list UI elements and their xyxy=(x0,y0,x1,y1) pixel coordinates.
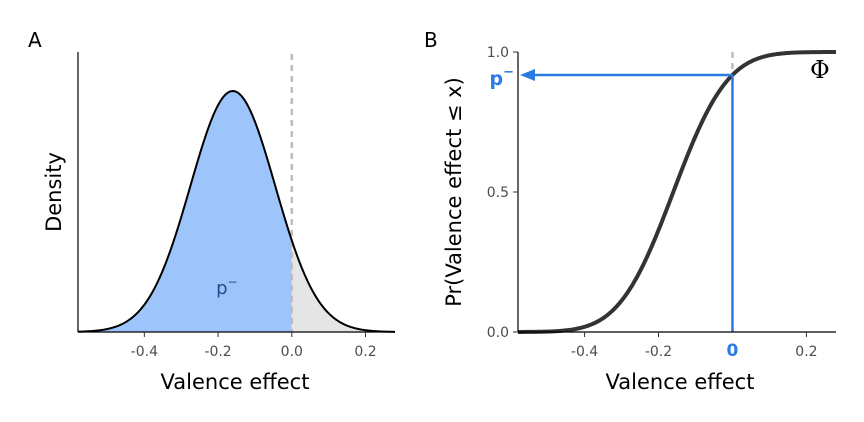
p-minus-region-label: p− xyxy=(216,275,238,299)
p-label-text: p xyxy=(216,278,227,299)
phi-curve-label: Φ xyxy=(810,56,830,84)
x-tick-label: 0.2 xyxy=(795,344,817,360)
cdf-curve xyxy=(518,50,836,334)
y-tick-label: 0.5 xyxy=(487,185,509,201)
highlight-x-label: 0 xyxy=(727,341,739,361)
x-tick-label: 0.0 xyxy=(281,344,303,360)
x-tick-label: -0.4 xyxy=(131,344,158,360)
p-label-superscript: − xyxy=(503,65,514,80)
x-tick-label: -0.2 xyxy=(645,344,672,360)
x-axis-title: Valence effect xyxy=(606,370,755,394)
y-axis-ticks: 0.0 0.5 1.0 xyxy=(487,45,518,341)
density-curve xyxy=(77,89,396,333)
density-area-below-zero xyxy=(78,91,292,332)
y-tick-label: 0.0 xyxy=(487,325,509,341)
x-tick-label: -0.4 xyxy=(571,344,598,360)
x-tick-label: 0.2 xyxy=(354,344,376,360)
panel-b: B -0.4 -0.2 0.2 0.0 0.5 1.0 0 p− Φ Valence e… xyxy=(424,28,836,394)
y-axis-title: Density xyxy=(42,152,66,232)
panel-a: A -0.4 -0.2 0.0 0.2 p− Valence effect Densi… xyxy=(28,28,396,394)
x-tick-label: -0.2 xyxy=(204,344,231,360)
x-axis-ticks: -0.4 -0.2 0.0 0.2 xyxy=(131,332,377,360)
p-label-superscript: − xyxy=(228,275,238,289)
highlight-p-minus-label: p− xyxy=(489,65,514,90)
panel-a-tag: A xyxy=(28,28,42,52)
panel-b-tag: B xyxy=(424,28,438,52)
arrowhead-icon xyxy=(520,68,535,81)
x-axis-ticks: -0.4 -0.2 0.2 xyxy=(571,332,818,360)
y-tick-label: 1.0 xyxy=(487,45,509,61)
y-axis-title: Pr(Valence effect ≤ x) xyxy=(442,77,466,307)
density-area-above-zero xyxy=(291,240,395,332)
x-axis-title: Valence effect xyxy=(161,370,310,394)
p-label-text: p xyxy=(489,68,503,90)
